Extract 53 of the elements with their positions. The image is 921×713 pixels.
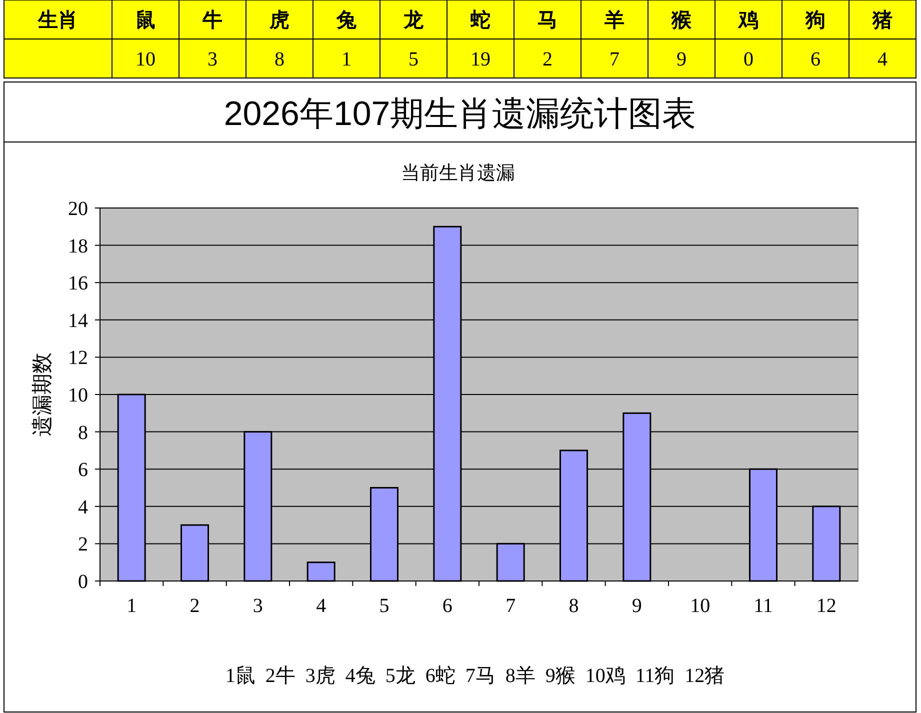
category-label: 鸡 <box>738 10 758 32</box>
x-tick-label: 7 <box>506 595 516 617</box>
category-label: 猪 <box>872 10 892 32</box>
category-label: 羊 <box>604 10 624 32</box>
x-tick-label: 12 <box>816 595 836 617</box>
y-tick-label: 18 <box>68 235 88 258</box>
y-tick-label: 16 <box>68 272 88 295</box>
data-label: 1 <box>342 48 352 70</box>
y-tick-label: 6 <box>78 459 88 482</box>
text: 生肖 <box>37 10 78 32</box>
y-tick-label: 10 <box>68 384 88 406</box>
data-label: 2 <box>542 48 552 70</box>
category-label: 马 <box>538 10 558 32</box>
text: 1鼠 2牛 3虎 4兔 5龙 6蛇 7马 8羊 9猴 10鸡 11狗 12猪 <box>225 665 725 687</box>
x-tick-label: 1 <box>126 595 137 617</box>
category-label: 猴 <box>670 10 692 32</box>
data-label: 3 <box>208 48 218 70</box>
data-label: 4 <box>878 48 888 70</box>
y-tick-label: 8 <box>78 422 88 444</box>
chart-title: 2026年107期生肖遗漏统计图表 <box>224 95 696 133</box>
data-label: 6 <box>810 48 820 70</box>
x-tick-label: 11 <box>754 595 773 617</box>
category-label: 鼠 <box>136 10 156 32</box>
data-label: 19 <box>470 48 490 70</box>
x-tick-label: 4 <box>316 595 326 617</box>
x-tick-label: 5 <box>379 595 390 617</box>
data-label: 5 <box>408 48 418 70</box>
chart-subtitle: 当前生肖遗漏 <box>401 163 515 184</box>
y-tick-label: 12 <box>68 347 88 370</box>
data-label: 9 <box>676 48 686 70</box>
y-tick-label: 14 <box>68 310 88 332</box>
x-tick-label: 8 <box>568 595 579 617</box>
data-label: 7 <box>610 48 620 70</box>
y-tick-label: 0 <box>78 571 88 593</box>
x-tick-label: 9 <box>632 595 642 617</box>
y-tick-label: 2 <box>78 534 88 556</box>
x-tick-label: 2 <box>190 595 200 617</box>
category-label: 虎 <box>268 10 290 32</box>
data-label: 10 <box>136 48 156 70</box>
data-label: 8 <box>274 48 284 70</box>
y-tick-label: 20 <box>68 198 88 220</box>
x-tick-label: 3 <box>252 595 263 617</box>
category-label: 蛇 <box>470 10 490 32</box>
y-tick-label: 4 <box>78 496 88 518</box>
category-label: 龙 <box>402 10 424 32</box>
category-label: 兔 <box>336 10 358 32</box>
bar <box>306 562 336 582</box>
x-tick-label: 6 <box>442 595 452 617</box>
x-tick-label: 10 <box>690 595 710 617</box>
category-label: 狗 <box>804 10 826 32</box>
data-label: 0 <box>744 48 754 70</box>
category-label: 牛 <box>202 10 222 32</box>
y-axis-title: 遗漏期数 <box>30 352 54 436</box>
